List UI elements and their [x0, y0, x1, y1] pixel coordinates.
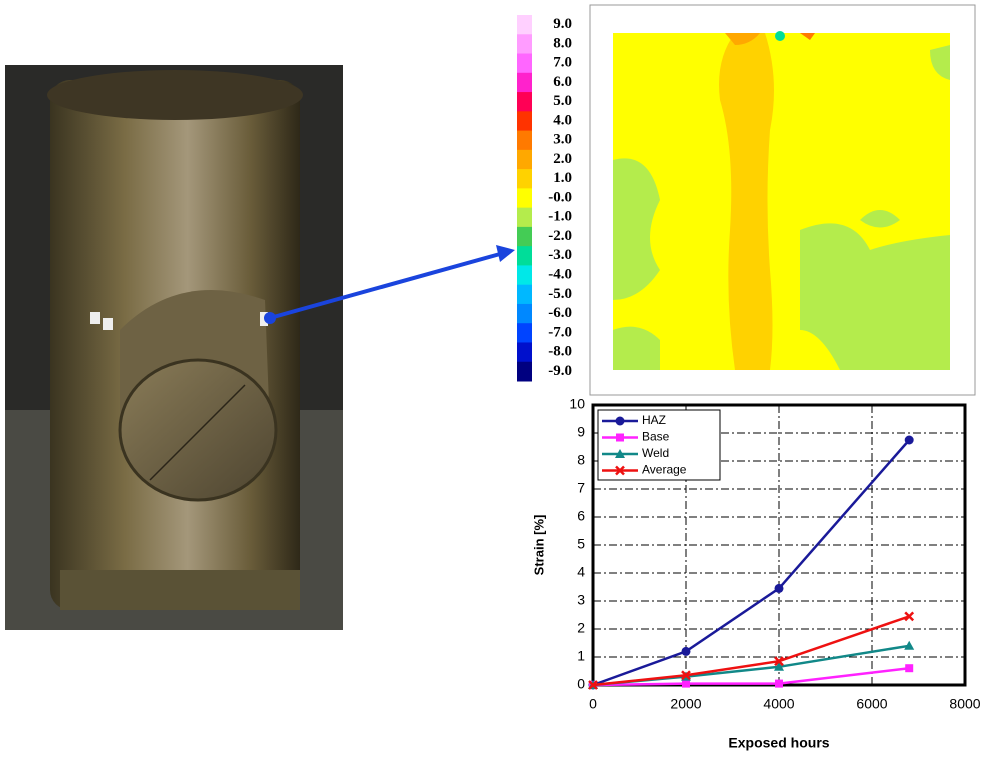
marker	[681, 670, 691, 681]
colorbar-swatch	[517, 284, 532, 305]
x-tick-label: 6000	[856, 696, 887, 712]
legend-label: Average	[642, 463, 687, 477]
marker	[616, 433, 624, 442]
colorbar-swatch	[517, 92, 532, 112]
colorbar-swatch	[517, 111, 532, 132]
colorbar-label: -8.0	[548, 344, 572, 360]
y-tick-label: 2	[577, 620, 585, 636]
colorbar-swatch	[517, 265, 532, 286]
colorbar-label: 1.0	[553, 170, 572, 186]
y-tick-label: 9	[577, 424, 585, 440]
colorbar-swatch	[517, 130, 532, 151]
legend: HAZ Base Weld Average	[597, 409, 721, 481]
legend-label: HAZ	[642, 413, 666, 427]
colorbar-swatch	[517, 53, 532, 74]
y-tick-label: 7	[577, 480, 585, 496]
colorbar-label: -5.0	[548, 286, 572, 302]
marker	[904, 640, 915, 650]
colorbar-label: -1.0	[548, 209, 572, 225]
pointer-arrow	[264, 245, 515, 324]
marker	[904, 435, 914, 445]
colorbar-swatch	[517, 188, 532, 209]
colorbar-label: 3.0	[553, 132, 572, 148]
y-tick-label: 5	[577, 536, 585, 552]
colorbar-label: 4.0	[553, 112, 572, 128]
marker	[615, 449, 625, 458]
marker	[682, 679, 690, 688]
colorbar-label: -9.0	[548, 363, 572, 379]
colorbar-label: -4.0	[548, 266, 572, 282]
colorbar-swatch	[517, 323, 532, 343]
marker	[588, 680, 598, 690]
marker	[615, 416, 625, 426]
legend-label: Base	[642, 430, 670, 444]
colorbar-swatch	[517, 15, 532, 35]
marker	[905, 664, 914, 673]
colorbar-swatch	[517, 72, 532, 93]
colorbar-label: 2.0	[553, 151, 572, 167]
marker	[775, 679, 783, 688]
contour-map	[589, 4, 976, 396]
colorbar-label: -6.0	[548, 305, 572, 321]
y-tick-label: 8	[577, 452, 585, 468]
legend-label: Weld	[642, 446, 669, 460]
colorbar-label: -2.0	[548, 228, 572, 244]
marker	[774, 661, 784, 671]
colorbar-label: 9.0	[553, 16, 572, 32]
marker	[904, 611, 915, 622]
specimen-photo	[5, 65, 343, 630]
series-line	[592, 615, 910, 687]
colorbar-label: -0.0	[548, 189, 572, 205]
colorbar-swatch	[517, 246, 532, 266]
marker	[774, 656, 784, 667]
x-tick-label: 4000	[763, 696, 794, 712]
marker	[681, 646, 691, 656]
colorbar-label: 6.0	[553, 74, 572, 90]
y-tick-label: 10	[569, 396, 585, 412]
y-tick-label: 3	[577, 592, 585, 608]
colorbar-swatch	[517, 169, 532, 189]
series-line	[592, 666, 910, 687]
colorbar-label: 5.0	[553, 93, 572, 109]
colorbar-swatch	[517, 34, 532, 55]
colorbar-label: 7.0	[553, 55, 572, 71]
x-tick-label: 2000	[670, 696, 701, 712]
colorbar-swatch	[517, 303, 532, 324]
x-tick-label: 8000	[949, 696, 980, 712]
colorbar-swatch	[517, 361, 532, 382]
colorbar-label: 8.0	[553, 35, 572, 51]
colorbar-swatch	[517, 226, 532, 247]
marker	[774, 583, 784, 593]
x-axis-label: Exposed hours	[728, 735, 829, 751]
colorbar-label: -3.0	[548, 247, 572, 263]
y-axis-label: Strain [%]	[531, 515, 546, 576]
y-tick-label: 4	[577, 564, 585, 580]
colorbar-swatch	[517, 149, 532, 170]
marker	[615, 465, 625, 476]
colorbar-label: -7.0	[548, 324, 572, 340]
series-line	[592, 439, 911, 687]
y-tick-label: 6	[577, 508, 585, 524]
y-tick-label: 1	[577, 648, 585, 664]
y-tick-label: 0	[577, 676, 585, 692]
colorbar-swatch	[517, 342, 532, 363]
x-tick-label: 0	[589, 696, 597, 712]
colorbar-swatch	[517, 207, 532, 228]
